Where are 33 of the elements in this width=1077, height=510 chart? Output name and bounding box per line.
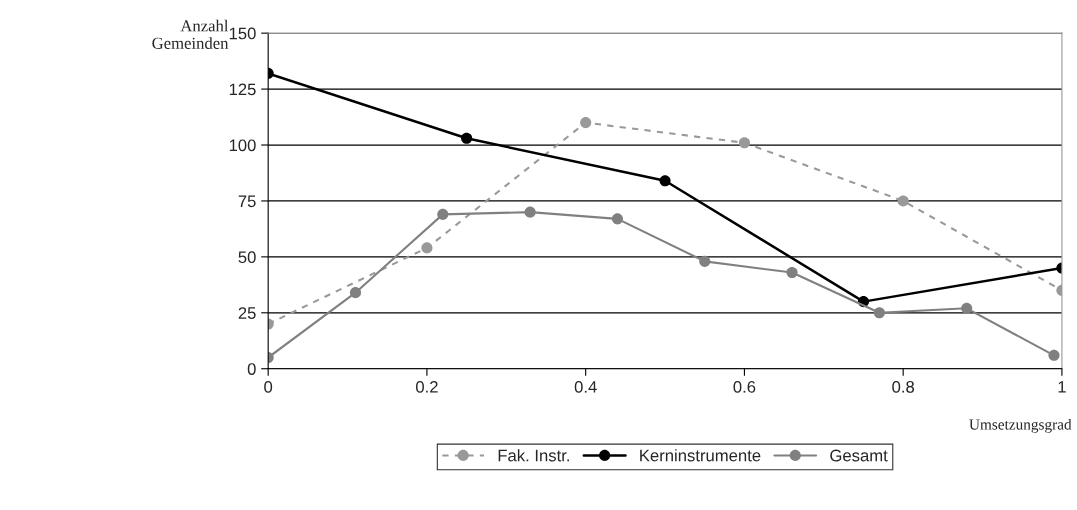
x-tick-label: 1 [1058, 381, 1066, 393]
point [738, 137, 750, 149]
y-tick-label: 25 [238, 307, 256, 319]
legend-label: Fak. Instr. [498, 449, 569, 462]
x-tick-label: 0.6 [733, 380, 756, 393]
point [659, 175, 671, 187]
y-tick-label: 125 [229, 83, 256, 96]
point [524, 206, 536, 218]
x-tick-label: 0.4 [574, 380, 597, 393]
y-tick-label: 100 [229, 139, 256, 152]
point [349, 287, 362, 299]
point [611, 213, 623, 225]
point [421, 242, 433, 254]
x-tick-label: 0.8 [892, 380, 915, 393]
y-tick-label: 50 [238, 251, 256, 264]
point [961, 302, 973, 314]
point [786, 266, 798, 279]
point [437, 208, 449, 220]
x-axis-title: Umsetzungsgrad [969, 418, 1072, 433]
point [897, 195, 909, 207]
legend-label: Kerninstrumente [640, 449, 761, 462]
y-tick-label: 150 [229, 27, 256, 40]
legend-label: Gesamt [830, 449, 888, 462]
point [461, 132, 473, 144]
x-tick-label: 0.2 [415, 380, 438, 393]
point [580, 117, 592, 129]
y-tick-label: 75 [238, 195, 256, 208]
point [873, 307, 885, 319]
y-tick-label: 0 [247, 363, 256, 375]
point [1048, 349, 1060, 361]
y-axis-title: Anzahl Gemeinden [152, 19, 229, 49]
x-tick-label: 0 [264, 380, 273, 393]
point [699, 255, 711, 267]
